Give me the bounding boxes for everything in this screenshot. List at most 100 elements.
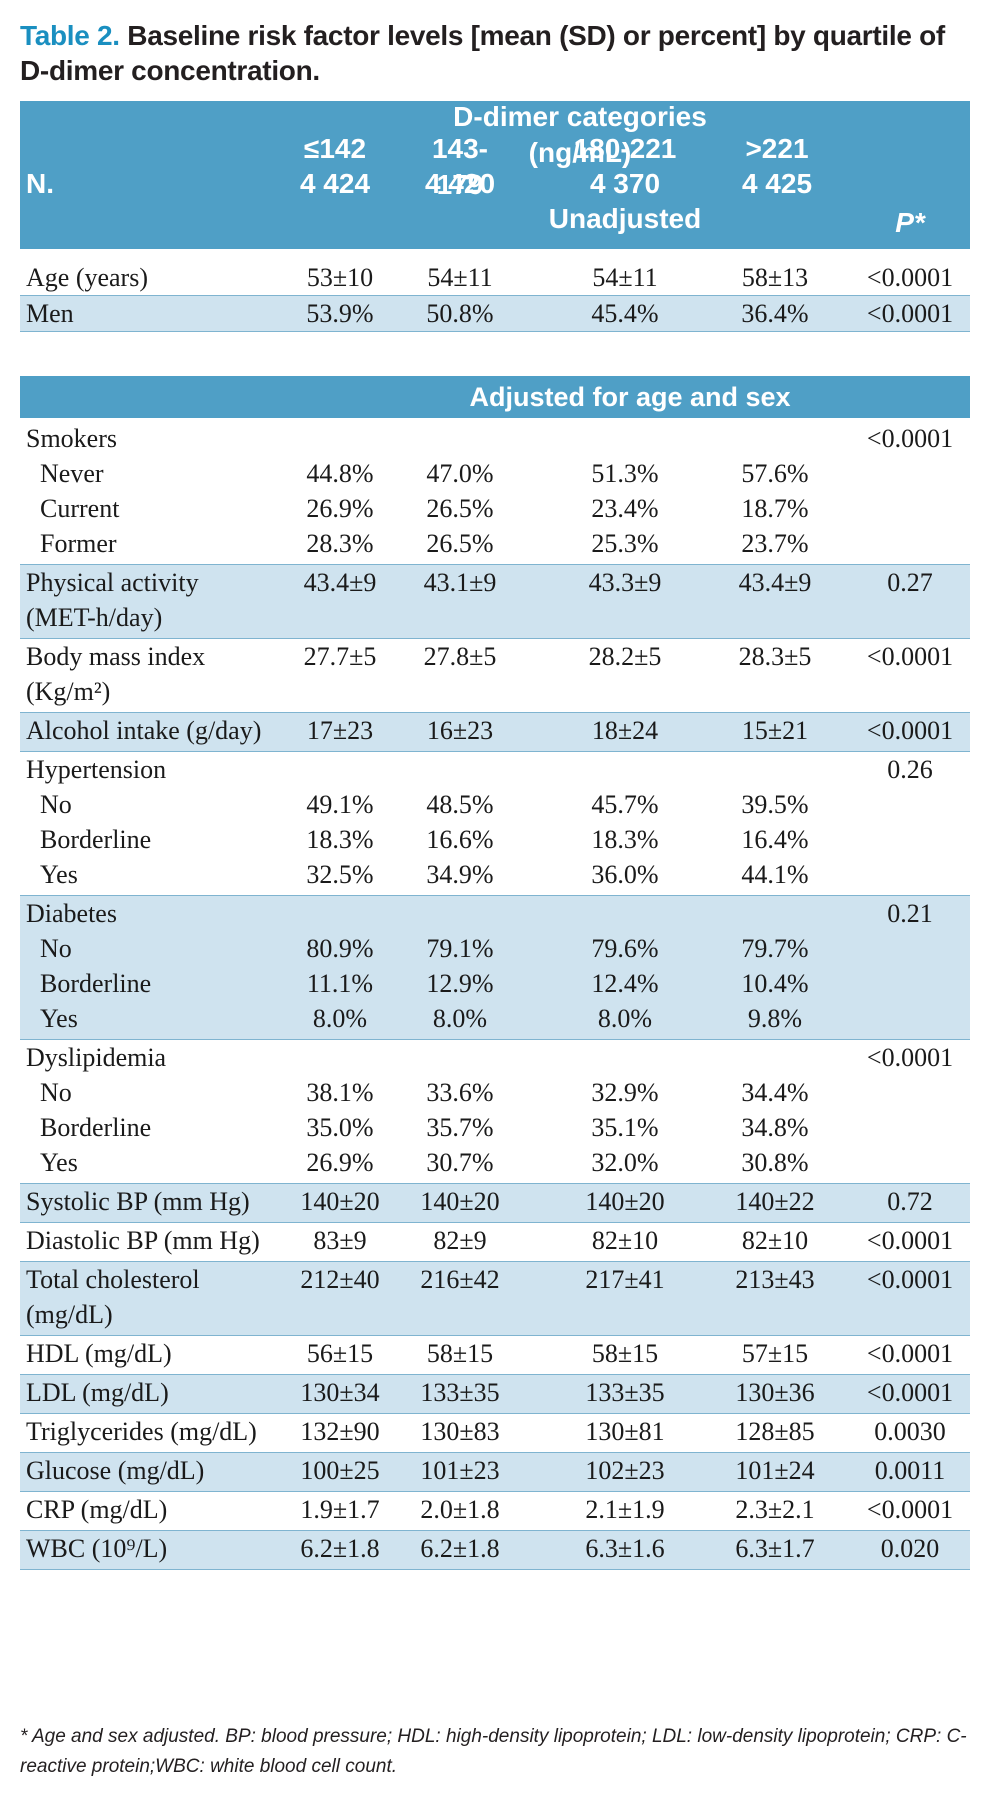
value-col1: 8.0%	[312, 1004, 368, 1033]
value-col3: 51.3%	[591, 459, 659, 488]
row-label: CRP (mg/dL)	[26, 1495, 168, 1524]
value-col4: 34.4%	[741, 1078, 809, 1107]
value-col2: 216±42	[420, 1265, 500, 1294]
value-col4: 128±85	[735, 1417, 815, 1446]
value-col1: 80.9%	[306, 934, 374, 963]
sub-row-label: Borderline	[40, 825, 152, 854]
value-col2: 26.5%	[426, 494, 494, 523]
table-row: Men 53.9% 50.8% 45.4% 36.4% <0.0001	[20, 296, 970, 332]
p-value: <0.0001	[866, 1043, 954, 1072]
col4-n: 4 425	[741, 168, 813, 199]
value-col2: 16±23	[426, 716, 494, 745]
p-value: <0.0001	[866, 263, 954, 292]
value-col3: 130±81	[585, 1417, 665, 1446]
table-row: Dyslipidemia <0.0001 No 38.1% 33.6% 32.9% 34.4…	[20, 1040, 970, 1184]
value-col3: 6.3±1.6	[585, 1534, 665, 1563]
value-col2: 2.0±1.8	[420, 1495, 500, 1524]
col3-range: 180-221	[573, 133, 677, 164]
value-col3: 18±24	[591, 716, 659, 745]
value-col4: 9.8%	[747, 1004, 803, 1033]
value-col3: 54±11	[592, 263, 658, 292]
value-col1: 53±10	[306, 263, 374, 292]
value-col4: 44.1%	[741, 860, 809, 889]
value-col2: 58±15	[426, 1339, 494, 1368]
value-col1: 35.0%	[306, 1113, 374, 1142]
value-col2: 26.5%	[426, 529, 494, 558]
value-col1: 100±25	[300, 1456, 380, 1485]
table-row: Age (years) 53±10 54±11 54±11 58±13 <0.0001	[20, 260, 970, 296]
value-col4: 57.6%	[741, 459, 809, 488]
value-col4: 57±15	[741, 1339, 809, 1368]
value-col3: 28.2±5	[588, 642, 662, 671]
row-label: Glucose (mg/dL)	[26, 1456, 205, 1485]
table-row: Total cholesterol 212±40 216±42 217±41 213±4…	[20, 1262, 970, 1336]
value-col3: 133±35	[585, 1378, 665, 1407]
sub-row-label: Current	[40, 494, 120, 523]
value-col3: 18.3%	[591, 825, 659, 854]
table-row: Smokers <0.0001 Never 44.8% 47.0% 51.3% 57.6% C…	[20, 421, 970, 565]
row-label-unit: (Kg/m²)	[26, 677, 111, 706]
row-label: Dyslipidemia	[26, 1043, 167, 1072]
table-row: LDL (mg/dL) 130±34 133±35 133±35 130±36 <0.00…	[20, 1375, 970, 1414]
value-col3: 82±10	[591, 1226, 659, 1255]
sub-row-label: Borderline	[40, 1113, 152, 1142]
value-col1: 27.7±5	[303, 642, 377, 671]
value-col4: 140±22	[735, 1187, 815, 1216]
value-col2: 8.0%	[432, 1004, 488, 1033]
value-col2: 82±9	[433, 1226, 487, 1255]
value-col4: 79.7%	[741, 934, 809, 963]
sub-row-label: Yes	[40, 1148, 78, 1177]
sub-row-label: Yes	[40, 860, 78, 889]
value-col3: 45.7%	[591, 790, 659, 819]
dimer-category-label: D-dimer categories (ng/mL)	[453, 101, 707, 168]
value-col4: 10.4%	[741, 969, 809, 998]
p-value: 0.0030	[874, 1417, 946, 1446]
value-col3: 25.3%	[591, 529, 659, 558]
value-col1: 1.9±1.7	[300, 1495, 380, 1524]
value-col2: 34.9%	[426, 860, 494, 889]
p-value: <0.0001	[866, 1265, 954, 1294]
value-col2: 133±35	[420, 1378, 500, 1407]
adjusted-label: Adjusted for age and sex	[469, 382, 791, 412]
value-col1: 28.3%	[306, 529, 374, 558]
value-col4: 130±36	[735, 1378, 815, 1407]
value-col2: 43.1±9	[423, 568, 497, 597]
value-col4: 23.7%	[741, 529, 809, 558]
row-label: Triglycerides (mg/dL)	[26, 1417, 257, 1446]
value-col3: 102±23	[585, 1456, 665, 1485]
row-label: Age (years)	[26, 263, 148, 292]
value-col1: 26.9%	[306, 1148, 374, 1177]
value-col3: 8.0%	[597, 1004, 653, 1033]
row-label-unit: (mg/dL)	[26, 1300, 113, 1329]
value-col1: 140±20	[300, 1187, 380, 1216]
value-col3: 43.3±9	[588, 568, 662, 597]
value-col4: 2.3±2.1	[735, 1495, 815, 1524]
row-label: WBC (10⁹/L)	[26, 1534, 168, 1563]
table-row: CRP (mg/dL) 1.9±1.7 2.0±1.8 2.1±1.9 2.3±2.1 <…	[20, 1492, 970, 1531]
value-col1: 17±23	[306, 716, 374, 745]
value-col3: 45.4%	[591, 299, 659, 328]
col2-n: 4 420	[424, 168, 496, 199]
row-label-unit: (MET-h/day)	[26, 603, 163, 632]
p-value: 0.21	[887, 899, 933, 928]
col2-range: 143-179	[431, 133, 489, 200]
value-col1: 26.9%	[306, 494, 374, 523]
value-col4: 28.3±5	[738, 642, 812, 671]
value-col2: 79.1%	[426, 934, 494, 963]
table-row: Systolic BP (mm Hg) 140±20 140±20 140±20 140…	[20, 1184, 970, 1223]
table-row: Diabetes 0.21 No 80.9% 79.1% 79.6% 79.7% Border…	[20, 896, 970, 1040]
value-col2: 47.0%	[426, 459, 494, 488]
row-label: LDL (mg/dL)	[26, 1378, 169, 1407]
table-row: Hypertension 0.26 No 49.1% 48.5% 45.7% 39.5% Bo…	[20, 752, 970, 896]
value-col2: 140±20	[420, 1187, 500, 1216]
table-body: Age (years) 53±10 54±11 54±11 58±13 <0.0001 Me…	[20, 260, 970, 1570]
sub-row-label: Yes	[40, 1004, 78, 1033]
col1-n: 4 424	[299, 168, 371, 199]
p-value: 0.27	[887, 568, 933, 597]
value-col2: 130±83	[420, 1417, 500, 1446]
p-value: 0.26	[887, 755, 933, 784]
table-header: D-dimer categories (ng/mL) ≤142 143-179 …	[20, 101, 970, 249]
sub-row-label: Former	[40, 529, 117, 558]
value-col2: 48.5%	[426, 790, 494, 819]
table-number: Table 2.	[20, 20, 120, 51]
